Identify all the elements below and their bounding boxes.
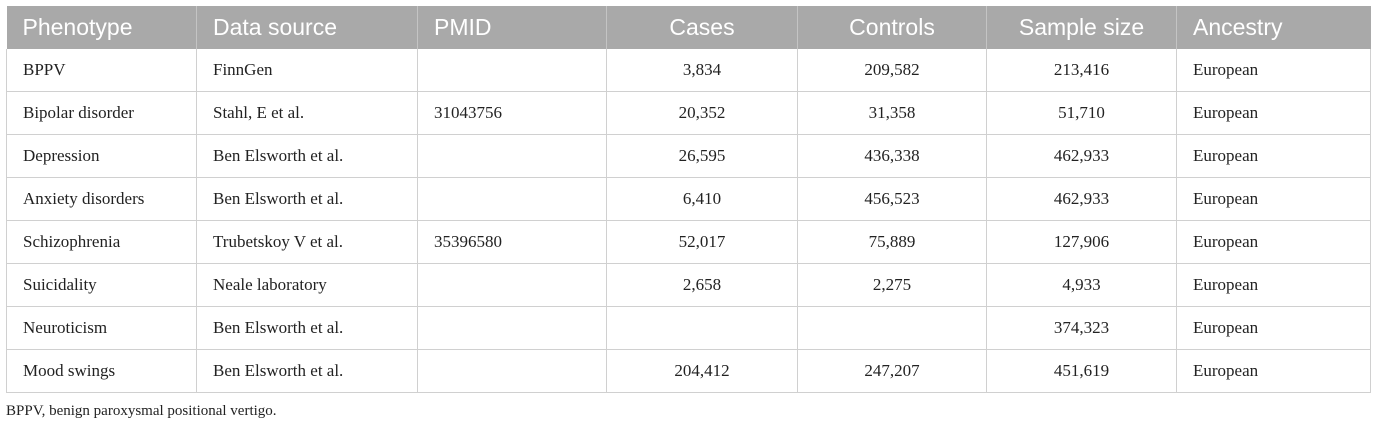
cell-sample-size: 51,710	[986, 91, 1177, 135]
header-phenotype: Phenotype	[6, 6, 197, 49]
cell-ancestry: European	[1176, 49, 1371, 92]
cell-pmid	[417, 177, 607, 221]
cell-sample-size: 374,323	[986, 306, 1177, 350]
cell-cases: 3,834	[606, 49, 798, 92]
cell-controls: 75,889	[797, 220, 987, 264]
cell-sample-size: 462,933	[986, 177, 1177, 221]
table-row: Bipolar disorder Stahl, E et al. 3104375…	[6, 91, 1371, 135]
cell-sample-size: 4,933	[986, 263, 1177, 307]
header-data-source: Data source	[196, 6, 418, 49]
cell-controls: 2,275	[797, 263, 987, 307]
cell-ancestry: European	[1176, 91, 1371, 135]
header-row: Phenotype Data source PMID Cases Control…	[6, 6, 1371, 49]
cell-phenotype: Anxiety disorders	[6, 177, 197, 221]
cell-phenotype: Depression	[6, 134, 197, 178]
header-sample-size: Sample size	[986, 6, 1177, 49]
cell-data-source: Neale laboratory	[196, 263, 418, 307]
cell-cases: 6,410	[606, 177, 798, 221]
cell-cases: 20,352	[606, 91, 798, 135]
cell-ancestry: European	[1176, 349, 1371, 393]
cell-data-source: Ben Elsworth et al.	[196, 177, 418, 221]
table-row: Suicidality Neale laboratory 2,658 2,275…	[6, 263, 1371, 307]
cell-controls: 436,338	[797, 134, 987, 178]
cell-pmid	[417, 263, 607, 307]
cell-data-source: Stahl, E et al.	[196, 91, 418, 135]
cell-cases: 26,595	[606, 134, 798, 178]
header-ancestry: Ancestry	[1176, 6, 1371, 49]
cell-controls: 456,523	[797, 177, 987, 221]
cell-phenotype: BPPV	[6, 49, 197, 92]
cell-pmid: 31043756	[417, 91, 607, 135]
cell-data-source: Ben Elsworth et al.	[196, 306, 418, 350]
table-row: BPPV FinnGen 3,834 209,582 213,416 Europ…	[6, 49, 1371, 92]
cell-ancestry: European	[1176, 220, 1371, 264]
table-row: Mood swings Ben Elsworth et al. 204,412 …	[6, 349, 1371, 393]
cell-data-source: Ben Elsworth et al.	[196, 134, 418, 178]
cell-data-source: Ben Elsworth et al.	[196, 349, 418, 393]
cell-phenotype: Bipolar disorder	[6, 91, 197, 135]
cell-sample-size: 462,933	[986, 134, 1177, 178]
table-row: Anxiety disorders Ben Elsworth et al. 6,…	[6, 177, 1371, 221]
cell-data-source: FinnGen	[196, 49, 418, 92]
cell-ancestry: European	[1176, 177, 1371, 221]
cell-cases: 52,017	[606, 220, 798, 264]
cell-cases: 2,658	[606, 263, 798, 307]
cell-sample-size: 127,906	[986, 220, 1177, 264]
cell-controls	[797, 306, 987, 350]
cell-phenotype: Suicidality	[6, 263, 197, 307]
cell-controls: 31,358	[797, 91, 987, 135]
cell-phenotype: Neuroticism	[6, 306, 197, 350]
cell-sample-size: 451,619	[986, 349, 1177, 393]
cell-data-source: Trubetskoy V et al.	[196, 220, 418, 264]
cell-ancestry: European	[1176, 134, 1371, 178]
header-controls: Controls	[797, 6, 987, 49]
cell-controls: 209,582	[797, 49, 987, 92]
header-cases: Cases	[606, 6, 798, 49]
cell-cases: 204,412	[606, 349, 798, 393]
cell-cases	[606, 306, 798, 350]
table-row: Schizophrenia Trubetskoy V et al. 353965…	[6, 220, 1371, 264]
table-container: Phenotype Data source PMID Cases Control…	[6, 6, 1371, 393]
header-pmid: PMID	[417, 6, 607, 49]
cell-ancestry: European	[1176, 263, 1371, 307]
cell-pmid	[417, 134, 607, 178]
cell-controls: 247,207	[797, 349, 987, 393]
cell-pmid	[417, 49, 607, 92]
cell-ancestry: European	[1176, 306, 1371, 350]
cell-phenotype: Schizophrenia	[6, 220, 197, 264]
table-footnote: BPPV, benign paroxysmal positional verti…	[6, 403, 277, 419]
table-row: Neuroticism Ben Elsworth et al. 374,323 …	[6, 306, 1371, 350]
cell-pmid: 35396580	[417, 220, 607, 264]
cell-pmid	[417, 349, 607, 393]
cell-pmid	[417, 306, 607, 350]
cell-phenotype: Mood swings	[6, 349, 197, 393]
cell-sample-size: 213,416	[986, 49, 1177, 92]
phenotype-table: Phenotype Data source PMID Cases Control…	[6, 6, 1371, 393]
table-row: Depression Ben Elsworth et al. 26,595 43…	[6, 134, 1371, 178]
